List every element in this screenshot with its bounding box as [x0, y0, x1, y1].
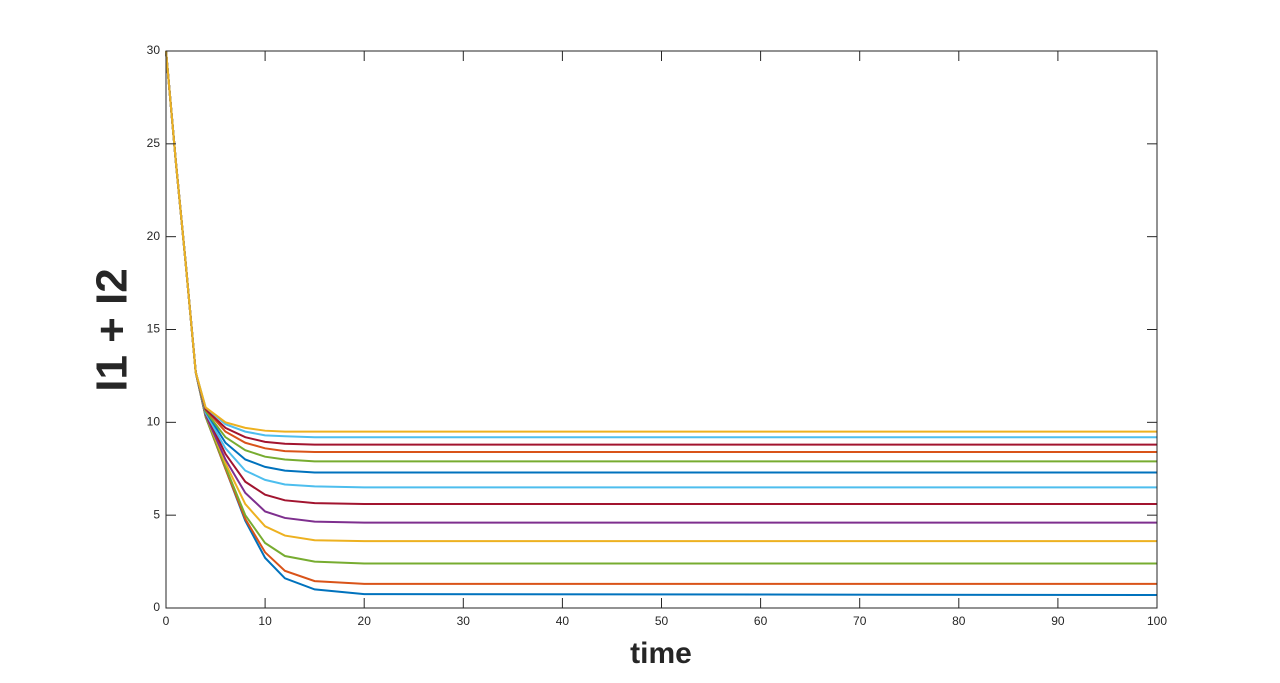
x-axis-label: time	[630, 637, 692, 670]
y-axis-label: I1 + I2	[88, 268, 137, 392]
x-tick-label: 80	[952, 614, 966, 628]
x-tick-label: 0	[163, 614, 170, 628]
x-tick-label: 10	[258, 614, 272, 628]
y-tick-label: 20	[147, 229, 161, 243]
y-tick-label: 15	[147, 322, 161, 336]
data-line	[165, 50, 1157, 433]
y-tick-label: 30	[147, 43, 161, 57]
y-tick-label: 10	[147, 415, 161, 429]
y-tick-label: 25	[147, 136, 161, 150]
x-tick-label: 60	[754, 614, 768, 628]
y-tick-label: 5	[153, 507, 160, 521]
x-tick-label: 90	[1051, 614, 1065, 628]
x-tick-label: 30	[457, 614, 471, 628]
y-tick-label: 0	[153, 600, 160, 614]
x-tick-label: 20	[358, 614, 372, 628]
x-tick-label: 100	[1147, 614, 1167, 628]
x-tick-label: 40	[556, 614, 570, 628]
x-tick-label: 70	[853, 614, 867, 628]
x-tick-label: 50	[655, 614, 669, 628]
